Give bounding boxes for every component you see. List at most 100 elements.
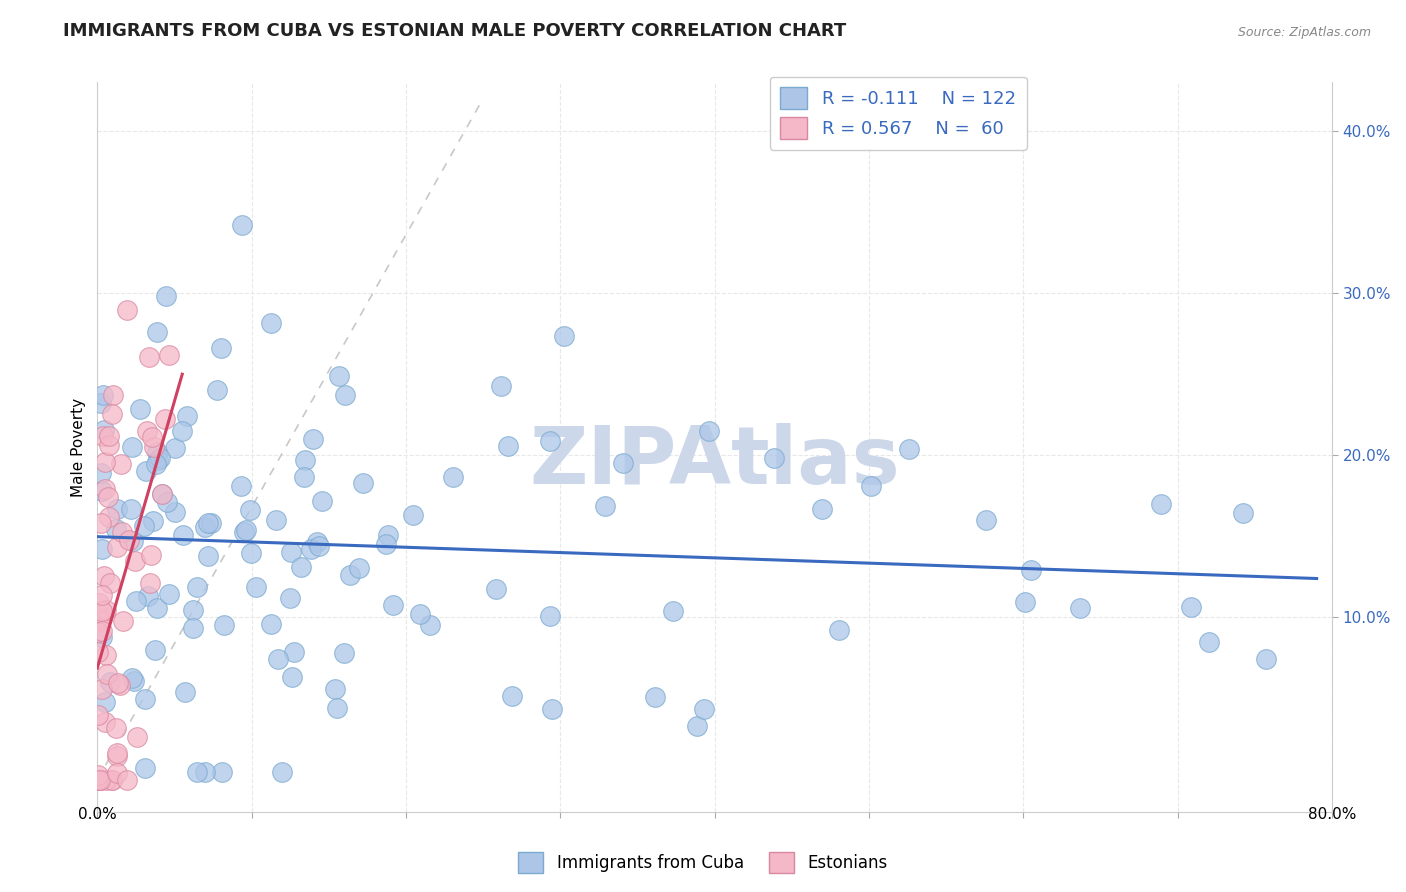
Point: [87, 625, 110, 640]
Point: [138, 576, 160, 591]
Y-axis label: Male Poverty: Male Poverty: [72, 398, 86, 497]
Point: [105, 749, 128, 764]
Point: [260, 617, 283, 632]
Point: [108, 678, 131, 692]
Point: [538, 434, 561, 448]
Point: [153, 412, 176, 426]
Point: [86, 768, 108, 782]
Point: [231, 218, 253, 232]
Point: [149, 451, 172, 466]
Point: [264, 513, 287, 527]
Point: [118, 533, 141, 548]
Point: [150, 487, 173, 501]
Point: [328, 369, 350, 384]
Point: [110, 457, 132, 471]
Text: 80.0%: 80.0%: [1308, 806, 1357, 822]
Point: [115, 302, 138, 317]
Point: [98, 575, 121, 590]
Point: [1069, 601, 1091, 615]
Point: [98, 429, 121, 443]
Point: [134, 762, 156, 776]
Point: [176, 409, 198, 423]
Point: [122, 673, 145, 688]
Point: [156, 494, 179, 508]
Point: [89, 772, 111, 787]
Point: [419, 618, 441, 632]
Point: [91, 388, 114, 402]
Point: [105, 541, 128, 555]
Point: [111, 525, 134, 540]
Point: [98, 675, 121, 690]
Point: [125, 731, 148, 745]
Point: [91, 611, 114, 625]
Point: [292, 469, 315, 483]
Point: [155, 289, 177, 303]
Point: [245, 580, 267, 594]
Point: [107, 676, 129, 690]
Point: [93, 482, 115, 496]
Point: [697, 425, 720, 439]
Point: [124, 554, 146, 568]
Point: [121, 441, 143, 455]
Point: [138, 350, 160, 364]
Point: [1019, 563, 1042, 577]
Point: [94, 772, 117, 787]
Point: [280, 545, 302, 559]
Point: [121, 671, 143, 685]
Point: [142, 514, 165, 528]
Point: [489, 379, 512, 393]
Point: [141, 430, 163, 444]
Point: [89, 772, 111, 787]
Point: [553, 329, 575, 343]
Text: ZIPAtlas: ZIPAtlas: [529, 423, 900, 500]
Point: [90, 630, 112, 644]
Point: [94, 695, 117, 709]
Point: [280, 670, 302, 684]
Point: [441, 470, 464, 484]
Point: [260, 316, 283, 330]
Point: [194, 764, 217, 779]
Point: [209, 341, 232, 355]
Point: [1014, 595, 1036, 609]
Point: [333, 388, 356, 402]
Point: [90, 604, 112, 618]
Point: [828, 623, 851, 637]
Point: [326, 701, 349, 715]
Point: [496, 439, 519, 453]
Point: [101, 772, 124, 787]
Point: [91, 624, 114, 638]
Point: [541, 702, 564, 716]
Point: [90, 483, 112, 498]
Text: 0.0%: 0.0%: [77, 806, 117, 822]
Legend: R = -0.111    N = 122, R = 0.567    N =  60: R = -0.111 N = 122, R = 0.567 N = 60: [769, 77, 1026, 150]
Point: [104, 721, 127, 735]
Point: [1198, 635, 1220, 649]
Point: [90, 588, 112, 602]
Point: [974, 513, 997, 527]
Point: [290, 560, 312, 574]
Point: [125, 594, 148, 608]
Point: [1232, 506, 1254, 520]
Point: [347, 561, 370, 575]
Point: [311, 493, 333, 508]
Point: [181, 621, 204, 635]
Point: [89, 595, 111, 609]
Point: [231, 479, 253, 493]
Point: [145, 457, 167, 471]
Point: [107, 765, 129, 780]
Point: [146, 453, 169, 467]
Point: [100, 408, 122, 422]
Point: [165, 505, 187, 519]
Point: [87, 772, 110, 787]
Point: [239, 502, 262, 516]
Point: [111, 614, 134, 628]
Point: [94, 455, 117, 469]
Point: [135, 464, 157, 478]
Point: [352, 475, 374, 490]
Point: [278, 591, 301, 605]
Point: [1180, 600, 1202, 615]
Point: [141, 548, 163, 562]
Point: [1254, 652, 1277, 666]
Point: [211, 764, 233, 779]
Point: [90, 466, 112, 480]
